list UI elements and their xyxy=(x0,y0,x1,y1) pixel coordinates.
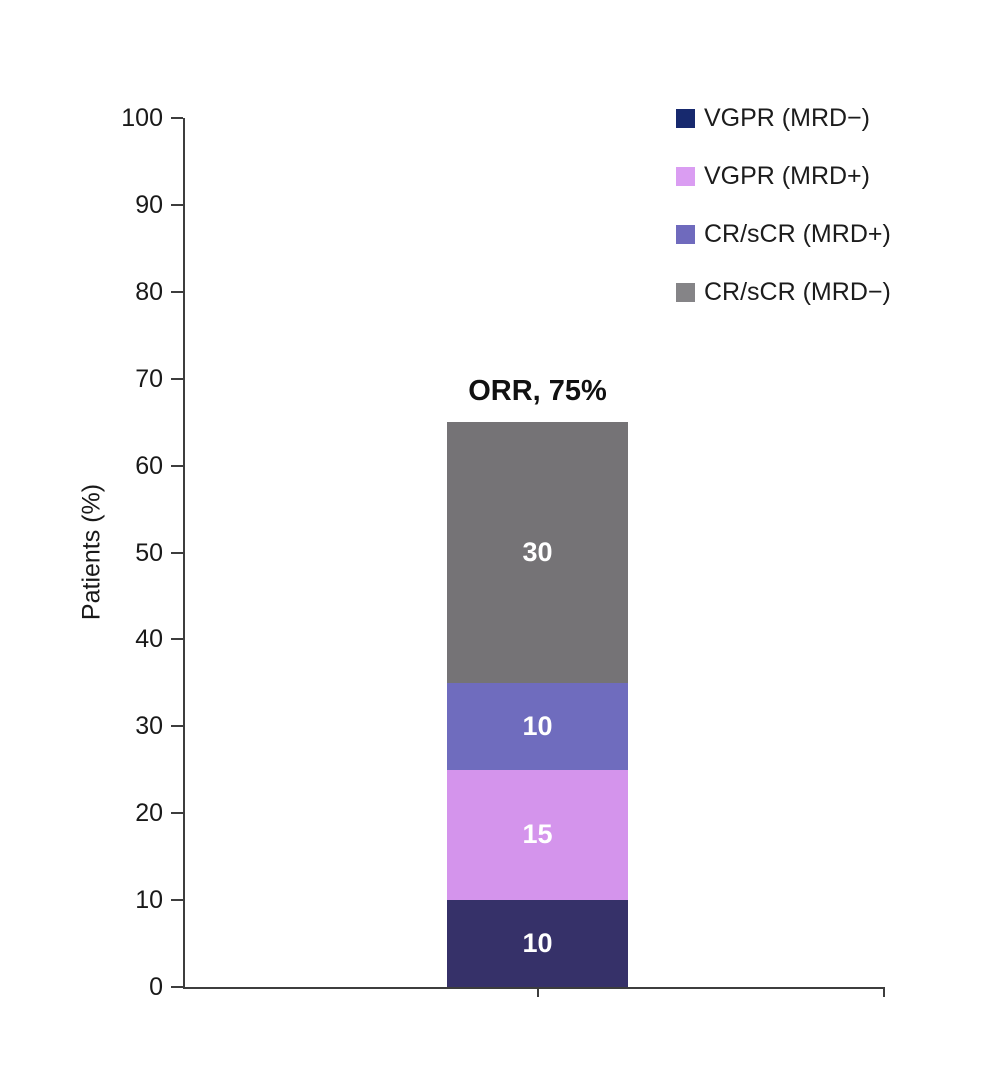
y-axis-tick-label: 100 xyxy=(121,104,163,132)
y-axis-tick-label: 20 xyxy=(135,799,163,828)
stacked-bar: 10 15 10 30 xyxy=(447,422,628,987)
y-axis-tick xyxy=(171,290,183,293)
y-axis-tick xyxy=(171,117,183,119)
y-axis-tick-label: 70 xyxy=(135,364,163,393)
y-axis-line xyxy=(183,118,185,987)
legend-item: VGPR (MRD+) xyxy=(676,161,891,190)
y-axis-tick xyxy=(171,203,183,206)
legend-label: CR/sCR (MRD−) xyxy=(704,277,891,306)
y-axis-tick xyxy=(171,638,183,641)
legend-swatch-icon xyxy=(676,224,695,244)
bar-segment-value: 10 xyxy=(522,928,553,959)
bar-segment-vgpr-mrd+-: 15 xyxy=(447,769,628,901)
bar-segment-value: 30 xyxy=(522,537,553,568)
x-axis-tick-bar-center xyxy=(536,989,539,997)
legend-swatch-icon xyxy=(676,166,695,186)
legend-label: VGPR (MRD+) xyxy=(704,161,870,190)
bar-segment-value: 15 xyxy=(522,819,553,850)
bar-segment-vgpr-mrd-: 10 xyxy=(447,900,628,987)
y-axis-tick xyxy=(171,986,183,988)
legend-label: VGPR (MRD−) xyxy=(704,103,870,132)
legend-item: VGPR (MRD−) xyxy=(676,103,891,132)
legend: VGPR (MRD−) VGPR (MRD+) CR/sCR (MRD+) CR/sC… xyxy=(676,103,891,338)
y-axis-tick-label: 10 xyxy=(135,886,163,915)
legend-swatch-icon xyxy=(676,282,695,302)
bar-total-annotation: ORR, 75% xyxy=(468,375,607,408)
y-axis-tick-label: 50 xyxy=(135,538,163,567)
x-axis-line xyxy=(183,987,885,989)
y-axis-tick xyxy=(171,377,183,380)
y-axis-tick-label: 80 xyxy=(135,277,163,306)
y-axis-tick xyxy=(171,899,183,902)
y-axis-tick xyxy=(171,812,183,815)
x-axis-tick-right-end xyxy=(883,989,885,997)
y-axis-tick xyxy=(171,725,183,728)
legend-item: CR/sCR (MRD+) xyxy=(676,219,891,248)
y-axis-tick-label: 40 xyxy=(135,625,163,654)
legend-item: CR/sCR (MRD−) xyxy=(676,277,891,306)
bar-segment-cr-scr-mrd+-: 10 xyxy=(447,682,628,770)
y-axis-tick xyxy=(171,551,183,554)
plot-area: 0 10 20 30 40 50 60 70 80 90 100 10 15 10 30 ORR, 75% xyxy=(121,104,885,1001)
y-axis-tick-label: 0 xyxy=(149,973,163,1001)
y-axis-tick xyxy=(171,464,183,467)
legend-swatch-icon xyxy=(676,108,695,128)
bar-segment-cr-scr-mrd-: 30 xyxy=(447,422,628,683)
y-axis-tick-label: 30 xyxy=(135,712,163,741)
bar-segment-value: 10 xyxy=(522,710,553,741)
y-axis-tick-label: 90 xyxy=(135,190,163,219)
y-axis-tick-label: 60 xyxy=(135,451,163,480)
legend-label: CR/sCR (MRD+) xyxy=(704,219,891,248)
